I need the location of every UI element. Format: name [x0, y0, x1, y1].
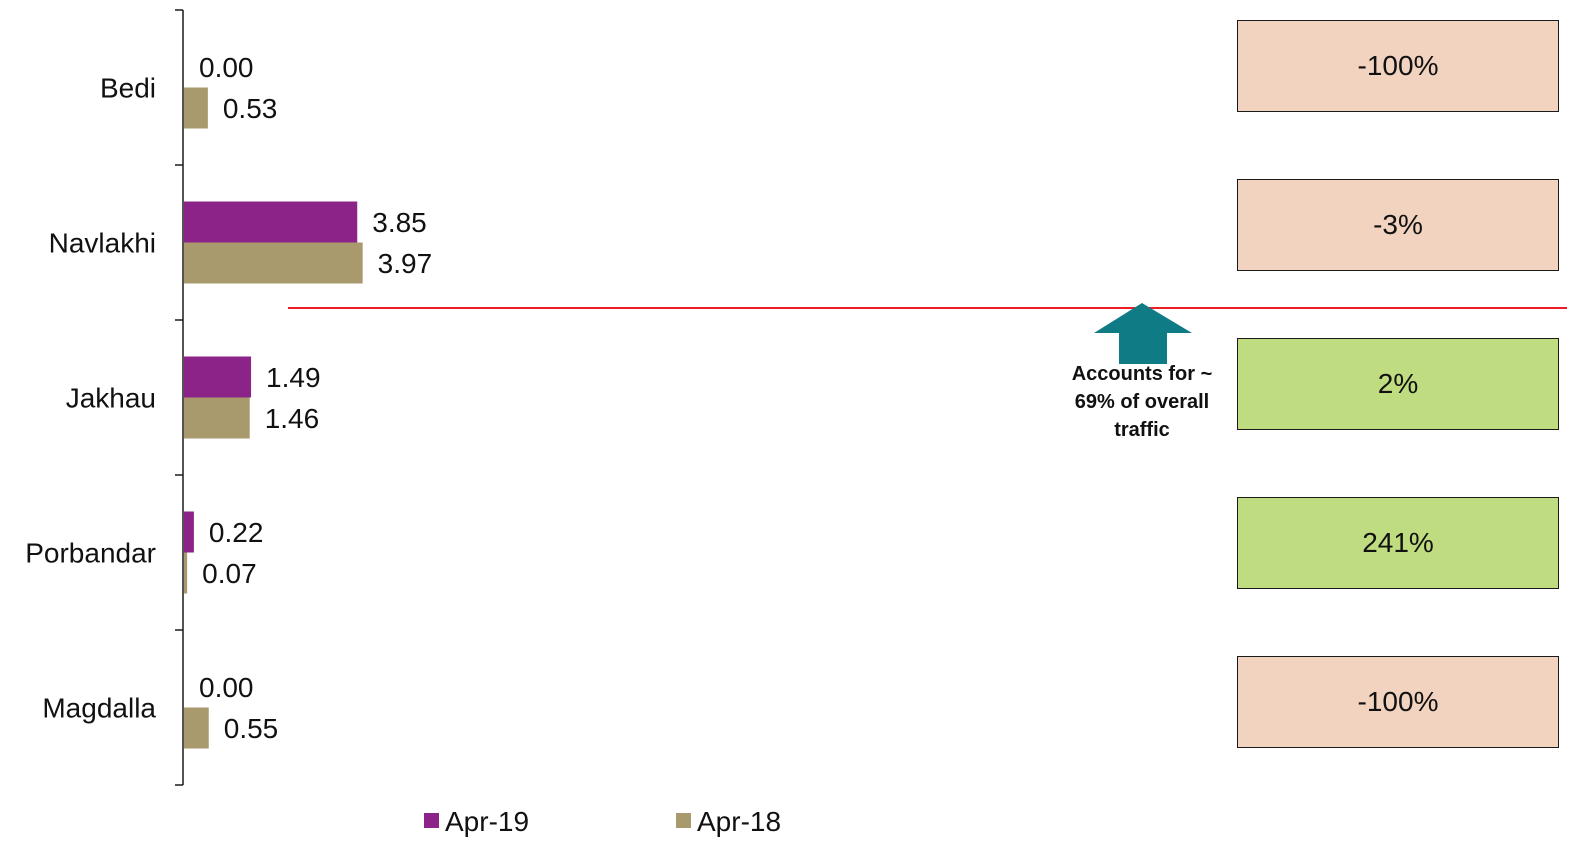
- legend-label: Apr-19: [445, 806, 529, 837]
- category-label: Porbandar: [25, 538, 156, 569]
- data-label: 0.22: [209, 517, 264, 548]
- growth-box: 2%: [1237, 338, 1559, 430]
- legend: Apr-19 Apr-18: [424, 806, 781, 837]
- data-label: 0.00: [199, 52, 254, 83]
- growth-box: -3%: [1237, 179, 1559, 271]
- data-label: 0.07: [202, 558, 257, 589]
- legend-swatch: [676, 813, 691, 828]
- bar: [184, 87, 208, 129]
- growth-box: -100%: [1237, 656, 1559, 748]
- bar: [184, 511, 194, 553]
- axis: [175, 9, 184, 786]
- data-label: 0.00: [199, 672, 254, 703]
- annotation-text: Accounts for ~ 69% of overall traffic: [1052, 360, 1232, 444]
- annotation-line: traffic: [1114, 419, 1170, 441]
- annotation-line: Accounts for ~: [1071, 363, 1213, 385]
- annotation-line: 69% of overall: [1074, 391, 1210, 413]
- data-label: 1.49: [266, 362, 321, 393]
- category-label: Navlakhi: [49, 228, 156, 259]
- bars: [184, 87, 363, 749]
- bar: [184, 552, 188, 594]
- up-arrow-icon: [1094, 303, 1192, 364]
- category-label: Bedi: [100, 73, 156, 104]
- data-label: 3.85: [372, 207, 427, 238]
- data-label: 0.55: [224, 713, 279, 744]
- bar: [184, 397, 250, 439]
- bar: [184, 707, 209, 749]
- bar: [184, 356, 252, 398]
- labels: Bedi 0.00 0.53 Navlakhi 3.85 3.97 Jakhau 1.49 1.…: [25, 52, 432, 744]
- data-label: 1.46: [265, 403, 320, 434]
- category-label: Jakhau: [66, 383, 156, 414]
- legend-label: Apr-18: [697, 806, 781, 837]
- bar: [184, 201, 358, 243]
- bar: [184, 242, 363, 284]
- category-label: Magdalla: [42, 693, 156, 724]
- data-label: 3.97: [378, 248, 433, 279]
- legend-swatch: [424, 813, 439, 828]
- growth-box: 241%: [1237, 497, 1559, 589]
- growth-box: -100%: [1237, 20, 1559, 112]
- data-label: 0.53: [223, 93, 278, 124]
